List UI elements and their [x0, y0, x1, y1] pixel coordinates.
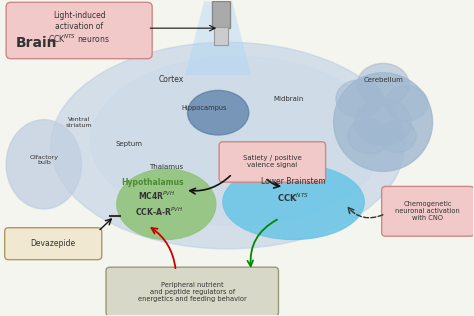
Text: Chemogenetic
neuronal activation
with CNO: Chemogenetic neuronal activation with CN… [395, 201, 460, 221]
Ellipse shape [355, 99, 411, 146]
Polygon shape [185, 1, 251, 75]
FancyBboxPatch shape [219, 142, 326, 182]
Ellipse shape [348, 118, 390, 154]
Ellipse shape [334, 73, 433, 171]
Text: Peripheral nutrient
and peptide regulators of
energetics and feeding behavior: Peripheral nutrient and peptide regulato… [138, 282, 246, 301]
Text: Lower Brainstem: Lower Brainstem [261, 177, 326, 186]
Text: Septum: Septum [115, 141, 142, 147]
Ellipse shape [6, 120, 82, 209]
Text: Ventral
striatum: Ventral striatum [66, 117, 92, 128]
FancyBboxPatch shape [6, 2, 152, 59]
FancyBboxPatch shape [212, 1, 230, 28]
Text: Hypothalamus: Hypothalamus [121, 179, 183, 187]
FancyBboxPatch shape [382, 186, 474, 236]
FancyBboxPatch shape [106, 267, 278, 316]
Text: Satiety / positive
valence signal: Satiety / positive valence signal [243, 155, 302, 168]
Text: Light-induced
activation of
CCK$^{NTS}$ neurons: Light-induced activation of CCK$^{NTS}$ … [48, 11, 110, 45]
Ellipse shape [378, 120, 416, 153]
Text: Olfactory
bulb: Olfactory bulb [29, 155, 58, 165]
Ellipse shape [117, 169, 216, 240]
Text: Midbrain: Midbrain [273, 96, 304, 102]
Ellipse shape [336, 80, 383, 117]
FancyBboxPatch shape [214, 27, 228, 45]
Ellipse shape [385, 86, 428, 121]
Text: Hippocampus: Hippocampus [181, 105, 227, 111]
Text: Brain: Brain [16, 36, 57, 50]
Ellipse shape [357, 64, 409, 106]
FancyBboxPatch shape [5, 228, 102, 260]
Text: MC4R$^{PVH}$: MC4R$^{PVH}$ [138, 189, 175, 202]
Text: Cortex: Cortex [158, 75, 183, 84]
Text: CCK$^{NTS}$: CCK$^{NTS}$ [277, 191, 310, 204]
Ellipse shape [188, 90, 249, 135]
Ellipse shape [223, 164, 364, 240]
Text: Devazepide: Devazepide [31, 239, 76, 248]
Ellipse shape [91, 56, 383, 225]
Text: Thalamus: Thalamus [149, 164, 183, 170]
Ellipse shape [51, 42, 404, 249]
Text: Cerebellum: Cerebellum [363, 77, 403, 83]
Text: CCK-A-R$^{PVH}$: CCK-A-R$^{PVH}$ [135, 206, 183, 218]
